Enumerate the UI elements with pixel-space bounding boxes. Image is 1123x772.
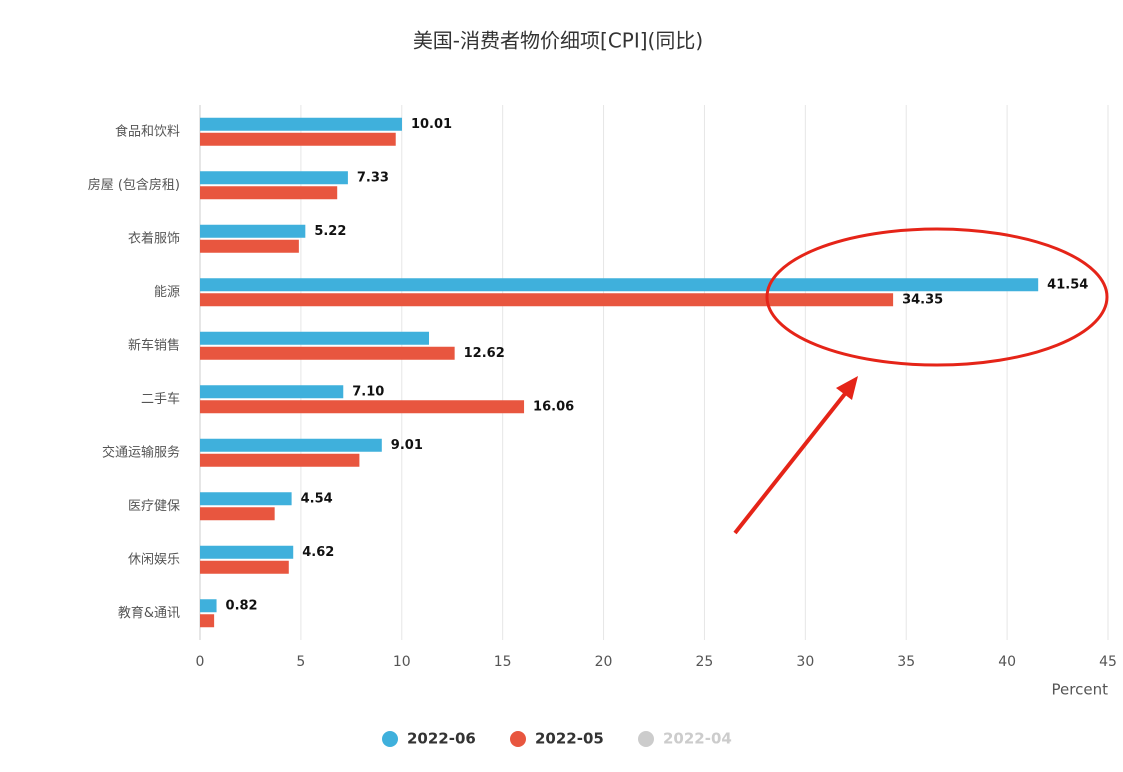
annotation-ellipse: [765, 227, 1109, 367]
y-tick-label: 新车销售: [128, 337, 180, 353]
bar: [200, 492, 292, 506]
y-tick-label: 交通运输服务: [102, 444, 180, 460]
x-tick-label: 15: [494, 654, 512, 670]
y-tick-label: 教育&通讯: [118, 605, 180, 621]
bar: [200, 599, 217, 613]
y-tick-label: 能源: [154, 285, 180, 300]
bar: [200, 186, 338, 200]
y-tick-label: 休闲娱乐: [128, 552, 180, 567]
x-tick-label: 0: [196, 654, 205, 670]
legend-label: 2022-06: [407, 730, 476, 748]
bar: [200, 278, 1039, 292]
x-tick-label: 45: [1099, 654, 1117, 670]
y-tick-label: 衣着服饰: [128, 230, 180, 246]
x-tick-label: 25: [696, 654, 714, 670]
bar: [200, 545, 294, 559]
y-tick-label: 医疗健保: [128, 499, 180, 514]
plot-area: 0 5 10 15 20 25 30 35 40 45 食品和饮料 10.01 房屋 (包含房租) 7.3…: [88, 105, 1117, 748]
bar: [200, 293, 894, 307]
value-label: 7.33: [357, 170, 389, 185]
bar: [200, 346, 455, 360]
chart-title: 美国-消费者物价细项[CPI](同比): [413, 29, 703, 53]
annotation-arrow: [733, 388, 850, 535]
y-tick-label: 食品和饮料: [115, 123, 180, 139]
x-tick-label: 20: [595, 654, 613, 670]
x-axis-label: Percent: [1052, 681, 1109, 699]
bar: [200, 239, 299, 253]
value-label: 0.82: [226, 598, 258, 613]
value-label: 9.01: [391, 438, 423, 453]
bar: [200, 560, 289, 574]
bar: [200, 453, 360, 467]
value-label: 16.06: [533, 399, 574, 414]
bar: [200, 117, 402, 131]
legend-label: 2022-05: [535, 730, 604, 748]
x-tick-label: 35: [897, 654, 915, 670]
y-tick-label: 房屋 (包含房租): [88, 177, 180, 193]
bar: [200, 171, 348, 185]
x-tick-label: 30: [796, 654, 814, 670]
value-label: 34.35: [902, 292, 943, 307]
bar: [200, 614, 215, 628]
value-label: 4.54: [301, 491, 333, 506]
value-label: 12.62: [464, 346, 505, 361]
value-label: 41.54: [1047, 277, 1088, 292]
bar: [200, 331, 430, 345]
legend-marker: [510, 731, 526, 747]
legend-label: 2022-04: [663, 730, 732, 748]
legend-marker: [382, 731, 398, 747]
legend-marker: [638, 731, 654, 747]
bar: [200, 400, 525, 414]
bar: [200, 132, 396, 146]
x-tick-label: 10: [393, 654, 411, 670]
value-label: 10.01: [411, 117, 452, 132]
bar: [200, 507, 275, 521]
y-tick-label: 二手车: [141, 391, 180, 407]
annotation-arrowhead: [836, 376, 858, 400]
bar: [200, 224, 306, 238]
value-label: 7.10: [352, 384, 384, 399]
value-label: 4.62: [302, 545, 334, 560]
x-tick-label: 5: [296, 654, 305, 670]
bar: [200, 385, 344, 399]
bar: [200, 438, 382, 452]
value-label: 5.22: [314, 224, 346, 239]
x-tick-label: 40: [998, 654, 1016, 670]
